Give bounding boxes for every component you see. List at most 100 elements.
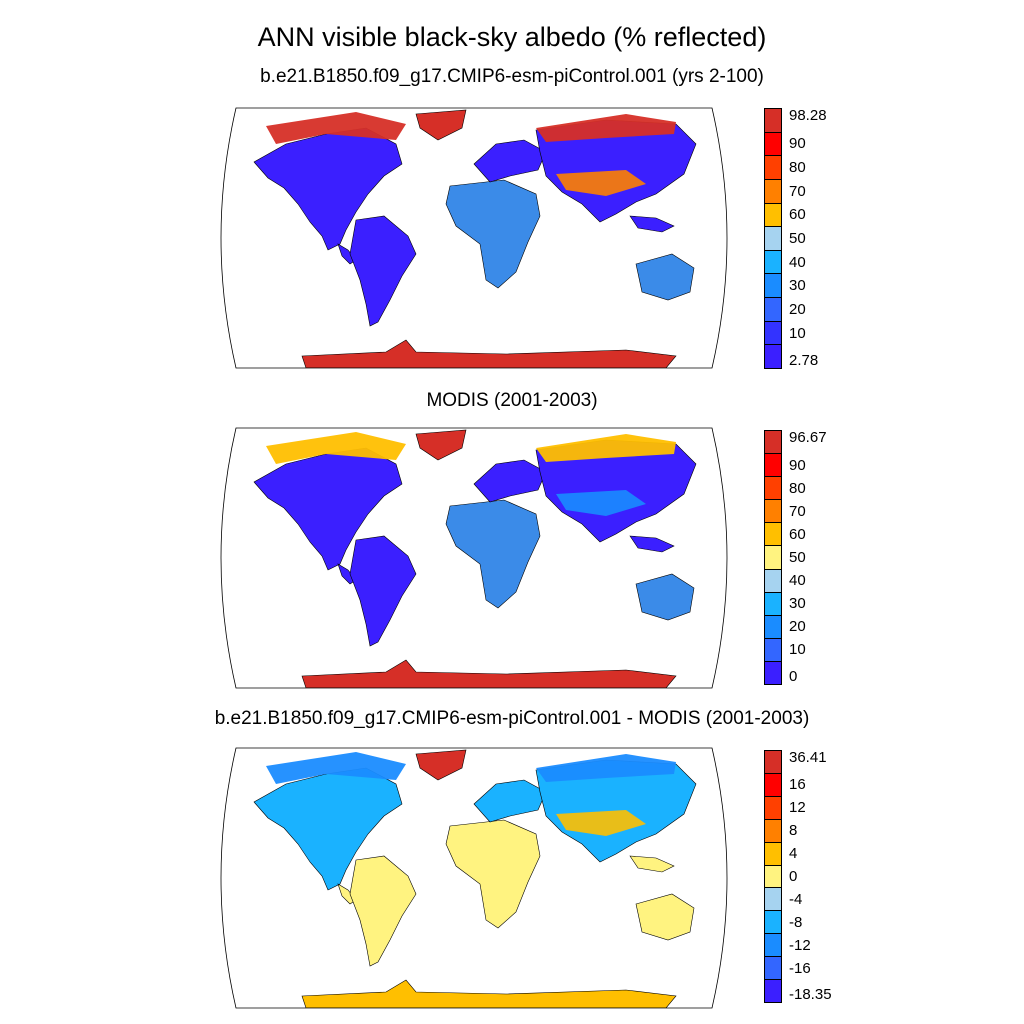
colorbar-swatch: [764, 956, 782, 981]
colorbar-label: 2.78: [789, 352, 819, 369]
panel-3-title: b.e21.B1850.f09_g17.CMIP6-esm-piControl.…: [214, 708, 810, 729]
colorbar-label: 30: [789, 595, 806, 613]
tibetan-plateau-region: [556, 490, 646, 516]
colorbar-swatch: [764, 273, 782, 299]
colorbar-label: 20: [789, 618, 806, 636]
colorbar-swatch: [764, 591, 782, 616]
colorbar-label: 10: [789, 641, 806, 659]
australia-landmass: [635, 573, 695, 621]
colorbar-label: -4: [789, 890, 803, 908]
colorbar-label: -8: [789, 913, 803, 931]
map-projection-outline: [220, 427, 728, 689]
colorbar-swatch: [764, 297, 782, 322]
colorbar-swatch: [764, 979, 782, 1003]
colorbar-swatch: [764, 320, 782, 346]
colorbar-label: -16: [789, 959, 811, 977]
colorbar-swatch: [764, 155, 782, 180]
colorbar-swatch: [764, 841, 782, 866]
colorbar-swatch: [764, 887, 782, 912]
colorbar-swatch: [764, 249, 782, 275]
arctic-rim-region: [266, 432, 676, 464]
arctic-rim-region: [266, 752, 676, 784]
colorbar-label: 60: [789, 206, 806, 224]
antarctica-landmass: [301, 339, 677, 368]
colorbar-swatch: [764, 344, 782, 369]
colorbar-label: 70: [789, 182, 806, 200]
colorbar-swatch: [764, 476, 782, 501]
colorbar-label: 40: [789, 572, 806, 590]
colorbar-swatch: [764, 545, 782, 570]
greenland-landmass: [415, 429, 467, 461]
greenland-landmass: [415, 749, 467, 781]
colorbar-label: 90: [789, 135, 806, 153]
colorbar-swatch: [764, 864, 782, 889]
colorbar-label: 20: [789, 300, 806, 318]
south-america-landmass: [349, 855, 417, 967]
colorbar-swatch: [764, 637, 782, 662]
colorbar-label: 80: [789, 479, 806, 497]
colorbar-label: 70: [789, 502, 806, 520]
colorbar-label: -12: [789, 936, 811, 954]
tibetan-plateau-region: [556, 170, 646, 196]
indonesia-landmass: [629, 855, 675, 873]
colorbar-swatch: [764, 818, 782, 843]
south-america-landmass: [349, 215, 417, 327]
colorbar-label: 0: [789, 868, 798, 885]
colorbar-swatch: [764, 131, 782, 157]
colorbar-swatch: [764, 795, 782, 820]
antarctica-landmass: [301, 659, 677, 688]
colorbar-label: 16: [789, 776, 806, 794]
figure-title: ANN visible black-sky albedo (% reflecte…: [257, 22, 767, 52]
panel-1-colorbar: 98.28 90 80 70 60 50 40 30 20 10 2.78: [764, 107, 844, 369]
map-projection-outline: [220, 747, 728, 1009]
colorbar-swatch: [764, 202, 782, 228]
colorbar-swatch: [764, 614, 782, 639]
colorbar-label: 4: [789, 845, 798, 863]
australia-landmass: [635, 893, 695, 941]
europe-landmass: [473, 779, 547, 823]
colorbar-swatch: [764, 568, 782, 593]
colorbar-swatch: [764, 910, 782, 935]
colorbar-swatch: [764, 453, 782, 478]
panel-2-colorbar: 96.67 90 80 70 60 50 40 30 20 10 0: [764, 429, 844, 685]
colorbar-label: 60: [789, 525, 806, 543]
arctic-rim-region: [266, 112, 676, 144]
australia-landmass: [635, 253, 695, 301]
antarctica-landmass: [301, 979, 677, 1008]
colorbar-swatch: [764, 430, 782, 455]
colorbar-swatch: [764, 226, 782, 251]
africa-landmass: [445, 499, 541, 609]
colorbar-label: 50: [789, 230, 806, 247]
colorbar-label: 98.28: [789, 107, 827, 124]
colorbar-label: 36.41: [789, 749, 827, 766]
colorbar-label: 90: [789, 456, 806, 474]
colorbar-swatch: [764, 750, 782, 774]
colorbar-swatch: [764, 499, 782, 524]
colorbar-label: 96.67: [789, 429, 827, 446]
south-america-landmass: [349, 535, 417, 647]
panel-2-title: MODIS (2001-2003): [426, 390, 598, 411]
tibetan-plateau-region: [556, 810, 646, 836]
colorbar-label: -18.35: [789, 986, 832, 1003]
panel-2-map: [220, 427, 728, 689]
colorbar-swatch: [764, 178, 782, 204]
colorbar-label: 0: [789, 668, 798, 685]
panel-3-colorbar: 36.41 16 12 8 4 0 -4 -8 -12 -16 -18.35: [764, 749, 844, 1003]
colorbar-swatch: [764, 108, 782, 133]
africa-landmass: [445, 819, 541, 929]
colorbar-swatch: [764, 522, 782, 547]
panel-1-map: [220, 107, 728, 369]
colorbar-label: 30: [789, 277, 806, 295]
colorbar-label: 8: [789, 822, 798, 840]
colorbar-swatch: [764, 660, 782, 685]
europe-landmass: [473, 139, 547, 183]
indonesia-landmass: [629, 215, 675, 233]
colorbar-label: 50: [789, 549, 806, 566]
africa-landmass: [445, 179, 541, 289]
colorbar-label: 12: [789, 799, 806, 817]
colorbar-label: 80: [789, 159, 806, 177]
colorbar-swatch: [764, 772, 782, 797]
panel-3-map: [220, 747, 728, 1009]
panel-1-title: b.e21.B1850.f09_g17.CMIP6-esm-piControl.…: [260, 66, 764, 87]
colorbar-swatch: [764, 933, 782, 958]
